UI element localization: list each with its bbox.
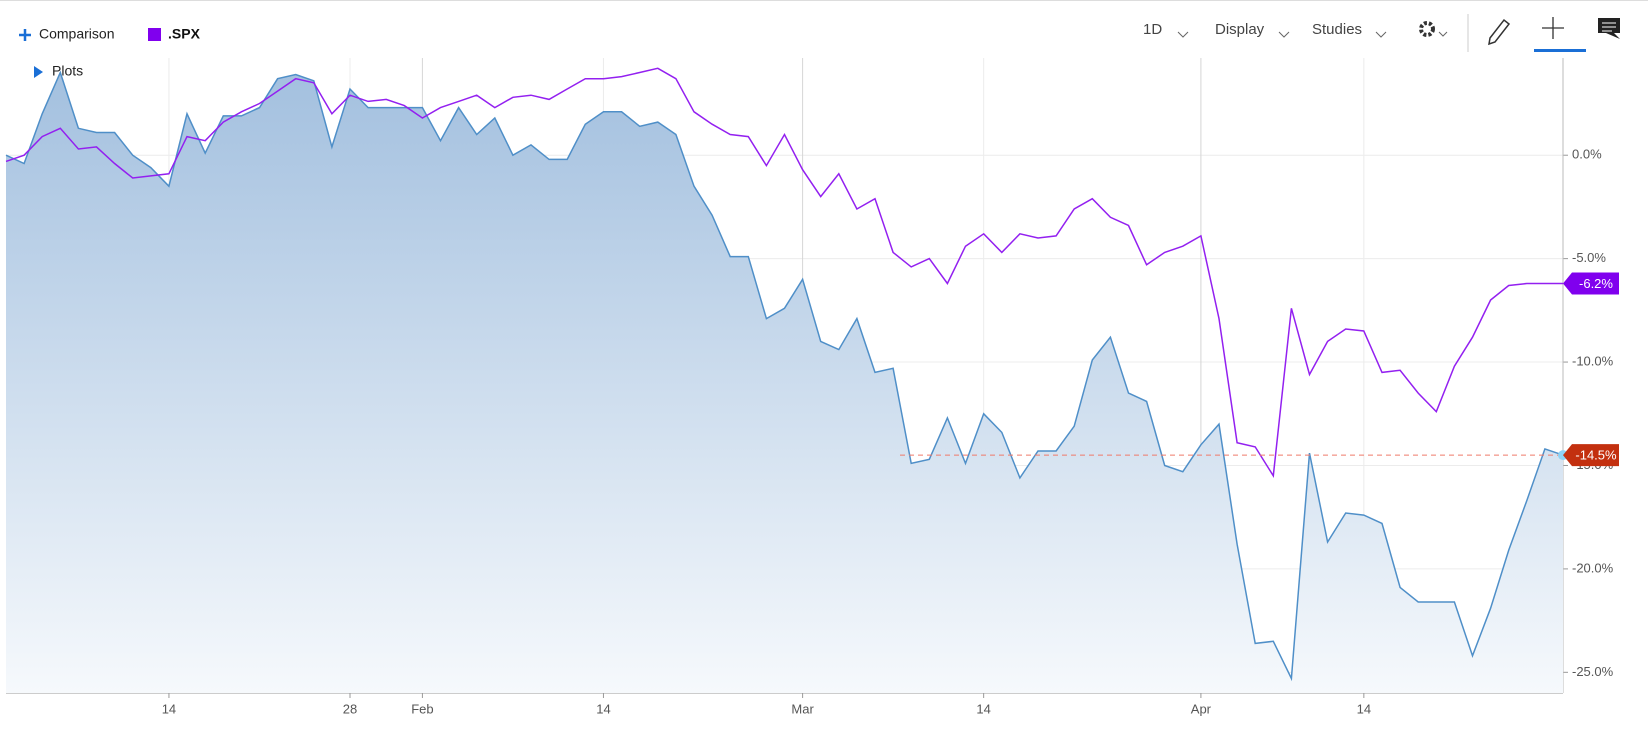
x-tick-label: 14 <box>1357 701 1371 716</box>
studies-menu[interactable]: Studies <box>1312 21 1387 38</box>
x-tick-label: 14 <box>596 701 610 716</box>
x-tick-label: 28 <box>343 701 357 716</box>
spx-legend[interactable]: .SPX <box>148 26 201 42</box>
plus-icon <box>19 29 31 41</box>
display-label: Display <box>1215 21 1265 38</box>
settings-button[interactable] <box>1419 21 1448 37</box>
value-badge <box>1563 272 1619 295</box>
y-tick-label: -20.0% <box>1572 560 1614 575</box>
crosshair-button[interactable] <box>1534 17 1586 52</box>
triangle-icon <box>34 66 43 78</box>
legend-swatch <box>148 28 161 41</box>
interval-label: 1D <box>1143 21 1162 38</box>
active-underline <box>1534 49 1586 52</box>
chevron <box>1177 31 1189 38</box>
comparison-label: Comparison <box>39 26 114 42</box>
line <box>5 70 1564 682</box>
pencil-icon <box>1488 18 1511 46</box>
y-tick-label: 0.0% <box>1572 147 1602 162</box>
value-badge <box>1563 444 1619 467</box>
area <box>6 72 1563 693</box>
chevron <box>1278 31 1290 38</box>
display-menu[interactable]: Display <box>1215 21 1290 38</box>
comment-icon <box>1598 18 1620 39</box>
line <box>5 67 1563 479</box>
gear-hole <box>1425 27 1429 31</box>
x-tick-label: Feb <box>411 701 433 716</box>
chevron <box>1375 31 1387 38</box>
x-tick-label: 14 <box>976 701 990 716</box>
value-label: -6.2% <box>1579 276 1613 291</box>
draw-button[interactable] <box>1488 18 1511 46</box>
gear-icon <box>1419 21 1435 37</box>
comment-button[interactable] <box>1598 18 1620 39</box>
crosshair-icon <box>1542 17 1564 39</box>
studies-label: Studies <box>1312 21 1362 38</box>
interval-menu[interactable]: 1D <box>1143 21 1189 38</box>
x-tick-label: Mar <box>791 701 814 716</box>
value-label: -14.5% <box>1575 448 1617 463</box>
comparison-button[interactable]: Comparison <box>19 26 114 42</box>
plots-label: Plots <box>52 63 83 79</box>
x-tick-label: 14 <box>162 701 176 716</box>
comment-lines <box>1602 22 1616 32</box>
y-tick-label: -5.0% <box>1572 250 1606 265</box>
legend-label: .SPX <box>168 26 201 42</box>
chevron <box>1438 31 1448 37</box>
plot-area: 0.0%-5.0%-10.0%-15.0%-20.0%-25.0%1428Feb… <box>5 58 1619 716</box>
x-tick-label: Apr <box>1191 701 1212 716</box>
y-tick-label: -10.0% <box>1572 353 1614 368</box>
y-tick-label: -25.0% <box>1572 664 1614 679</box>
